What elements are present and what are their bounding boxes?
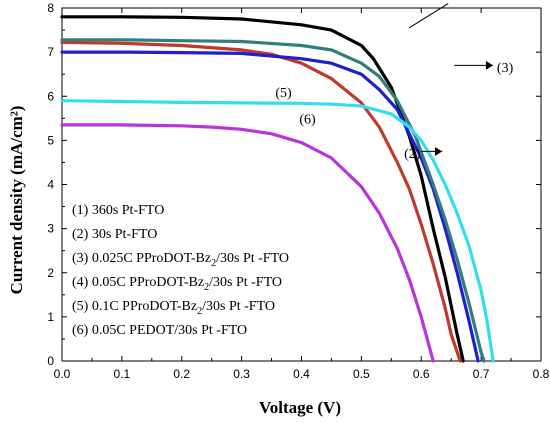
x-tick-label: 0.5 xyxy=(353,367,370,381)
legend-item-5: (5) 0.1C PProDOT-Bz2/30s Pt -FTO xyxy=(72,299,275,317)
curve-label-6: (2) xyxy=(404,147,421,162)
x-tick-label: 0.6 xyxy=(413,367,430,381)
label-2-arrowhead xyxy=(435,146,443,156)
series-line-6 xyxy=(60,123,435,363)
series-line-5 xyxy=(60,99,495,363)
curve-label-3: (3) xyxy=(497,61,514,76)
y-tick-label: 1 xyxy=(47,310,54,324)
x-tick-label: 0.8 xyxy=(533,367,550,381)
curve-label-4: (5) xyxy=(275,86,292,101)
x-tick-label: 0.3 xyxy=(233,367,250,381)
x-tick-label: 0.0 xyxy=(54,367,71,381)
curve-label-5: (6) xyxy=(299,113,316,128)
x-axis-title: Voltage (V) xyxy=(259,398,341,417)
y-tick-label: 5 xyxy=(47,133,54,147)
x-tick-label: 0.1 xyxy=(114,367,131,381)
y-tick-label: 0 xyxy=(47,354,54,368)
legend-item-3: (3) 0.025C PProDOT-Bz2/30s Pt -FTO xyxy=(72,251,289,269)
legend-item-4: (4) 0.05C PProDOT-Bz2/30s Pt -FTO xyxy=(72,275,282,293)
series-line-1 xyxy=(60,15,465,363)
legend-item-2: (2) 30s Pt-FTO xyxy=(72,227,157,242)
series-line-4 xyxy=(60,38,486,363)
x-tick-label: 0.7 xyxy=(473,367,490,381)
series-line-3 xyxy=(60,50,480,363)
y-tick-label: 3 xyxy=(47,222,54,236)
series-line-2 xyxy=(60,40,462,363)
x-tick-label: 0.4 xyxy=(293,367,310,381)
label-4-leader xyxy=(409,3,449,29)
y-tick-label: 6 xyxy=(47,89,54,103)
y-tick-label: 7 xyxy=(47,45,54,59)
y-tick-label: 2 xyxy=(47,266,54,280)
y-tick-label: 4 xyxy=(47,178,54,192)
label-3-arrowhead xyxy=(485,60,494,70)
y-tick-label: 8 xyxy=(47,1,54,15)
y-axis-title: Current density (mA/cm²) xyxy=(7,106,26,295)
legend-item-1: (1) 360s Pt-FTO xyxy=(72,203,164,218)
x-tick-label: 0.2 xyxy=(173,367,190,381)
legend-item-6: (6) 0.05C PEDOT/30s Pt -FTO xyxy=(72,323,247,338)
